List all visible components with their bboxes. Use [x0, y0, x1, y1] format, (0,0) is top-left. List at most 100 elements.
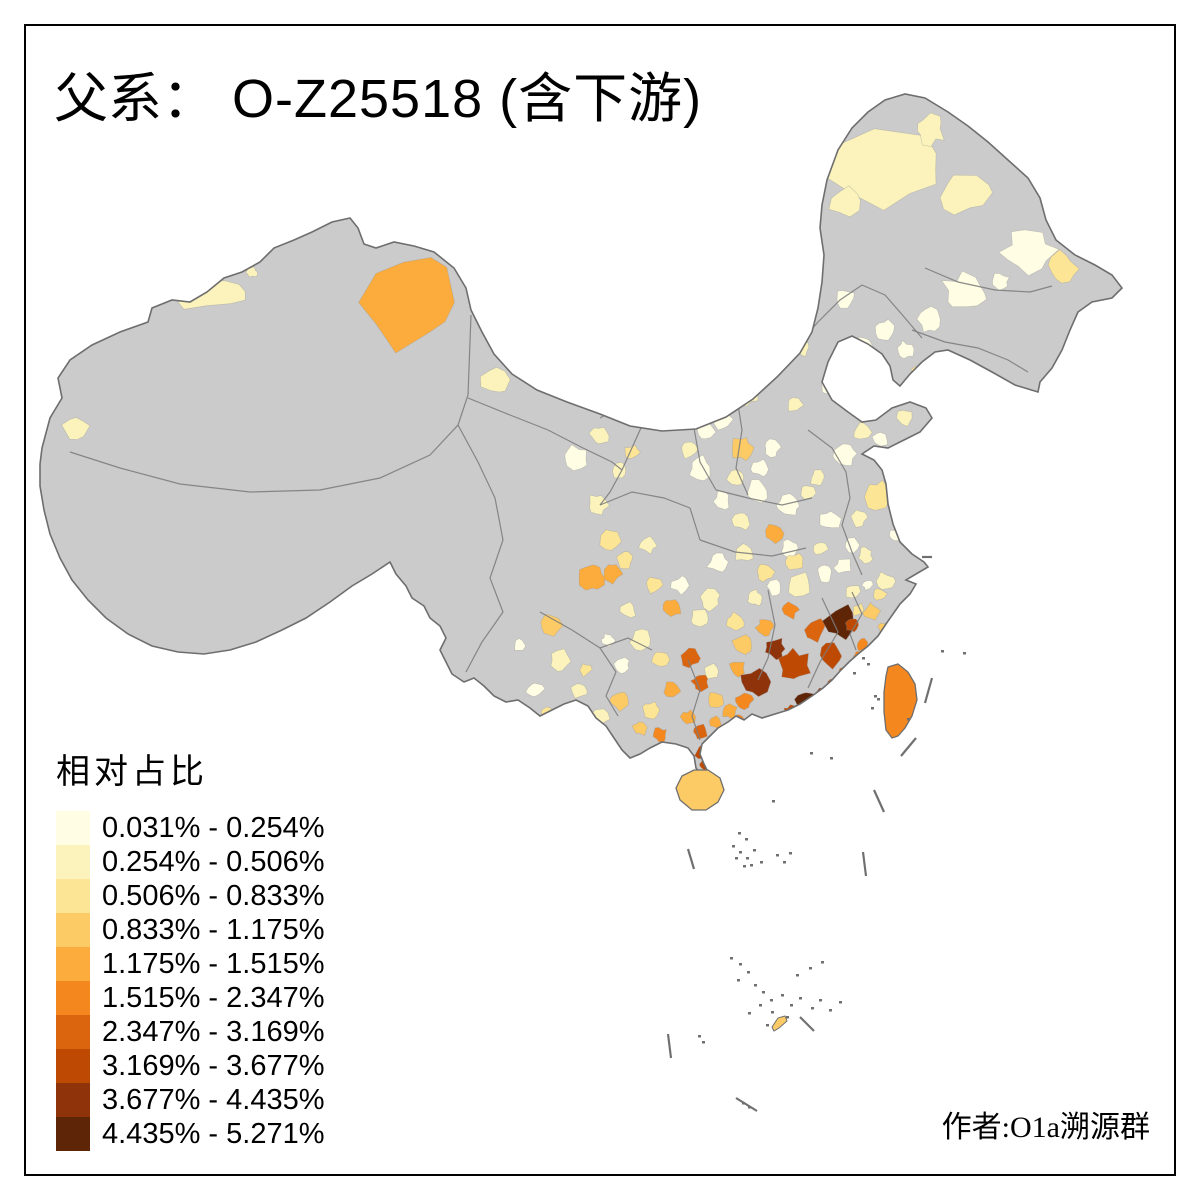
prefecture-patch: [844, 537, 860, 554]
prefecture-patch: [642, 701, 661, 720]
island-speck: [829, 1009, 832, 1012]
title-main: O-Z25518 (含下游): [216, 69, 703, 129]
prefecture-patch: [725, 611, 745, 631]
island-speck: [748, 1106, 751, 1109]
legend-item: 0.506% - 0.833%: [56, 879, 324, 913]
prefecture-patch: [775, 493, 800, 516]
island-speck: [743, 865, 746, 868]
province-border: [599, 647, 619, 717]
prefecture-patch: [781, 601, 801, 620]
island-speck: [762, 991, 765, 994]
province-border: [699, 539, 807, 557]
prefecture-patch: [785, 553, 804, 571]
national-boundary: [39, 93, 1124, 778]
island-speck: [732, 845, 735, 848]
legend-label: 3.169% - 3.677%: [102, 1049, 325, 1082]
legend-swatch: [56, 913, 90, 947]
prefecture-patch: [735, 692, 755, 711]
island-speck: [907, 718, 910, 721]
prefecture-patch: [631, 721, 648, 736]
province-border: [457, 424, 504, 673]
legend: 相对占比 0.031% - 0.254% 0.254% - 0.506% 0.506…: [56, 744, 324, 1151]
province-border: [689, 507, 701, 541]
prefecture-patch: [917, 112, 945, 147]
prefecture-patch: [800, 485, 817, 500]
prefecture-patch: [992, 273, 1010, 292]
legend-item: 3.169% - 3.677%: [56, 1049, 324, 1083]
page-title: 父系： O-Z25518 (含下游): [54, 54, 702, 133]
province-border: [735, 391, 749, 496]
prefecture-patch: [754, 619, 775, 637]
legend-swatch: [56, 947, 90, 981]
island-speck: [790, 1004, 793, 1007]
prefecture-patches-layer: [61, 112, 1080, 772]
prefecture-patch: [646, 576, 664, 595]
island-speck: [770, 999, 773, 1002]
prefecture-patch: [514, 638, 526, 651]
island-speck: [754, 984, 757, 987]
prefecture-patch: [708, 692, 725, 708]
legend-swatch: [56, 1083, 90, 1117]
island-speck: [853, 672, 856, 675]
legend-item: 0.031% - 0.254%: [56, 811, 324, 845]
island-speck: [786, 1016, 789, 1019]
island-speck: [821, 961, 824, 964]
legend-label: 3.677% - 4.435%: [102, 1083, 325, 1116]
legend-item: 3.677% - 4.435%: [56, 1083, 324, 1117]
prefecture-patch: [822, 603, 854, 641]
province-border: [924, 267, 1053, 293]
prefecture-patch: [638, 535, 658, 555]
island-speck: [783, 861, 786, 864]
legend-swatch: [56, 811, 90, 845]
prefecture-patch: [690, 674, 709, 693]
province-border: [807, 429, 863, 576]
island-speck: [874, 695, 877, 698]
prefecture-patch: [765, 523, 785, 545]
island-speck: [799, 997, 802, 1000]
prefecture-patch: [787, 397, 805, 412]
island-speck: [839, 1001, 842, 1004]
island-speck: [739, 963, 742, 966]
province-border: [69, 314, 472, 493]
prefecture-patch: [862, 602, 882, 621]
prefecture-patch: [766, 578, 781, 597]
prefecture-patch: [245, 266, 258, 278]
island-speck: [739, 851, 742, 854]
prefecture-patch: [740, 667, 772, 697]
prefecture-patch: [845, 585, 862, 599]
island-speck: [877, 698, 880, 701]
island-speck: [796, 974, 799, 977]
prefecture-patch: [629, 628, 651, 652]
prefecture-patch: [358, 257, 455, 354]
legend-item: 0.254% - 0.506%: [56, 845, 324, 879]
island-speck: [748, 1012, 751, 1015]
island-speck: [746, 857, 749, 860]
prefecture-patch: [579, 663, 593, 678]
prefecture-patch: [857, 546, 874, 565]
prefecture-patch: [735, 543, 754, 561]
prefecture-patch: [609, 691, 629, 712]
island-speck: [789, 852, 792, 855]
prefecture-patch: [861, 580, 874, 592]
island-speck: [747, 971, 750, 974]
prefecture-patch: [940, 270, 987, 308]
prefecture-patch: [832, 558, 852, 574]
prefecture-patch: [681, 441, 699, 460]
prefecture-patch: [812, 542, 829, 555]
prefecture-patch: [871, 431, 888, 447]
legend-label: 2.347% - 3.169%: [102, 1015, 325, 1048]
prefecture-patch: [874, 318, 895, 341]
island-speck: [811, 1007, 814, 1010]
legend-swatch: [56, 981, 90, 1015]
island-speck: [698, 1035, 701, 1038]
legend-swatch: [56, 1117, 90, 1151]
prefecture-patch: [788, 571, 811, 598]
prefecture-patch: [916, 305, 941, 333]
prefecture-patch: [550, 648, 572, 672]
legend-item: 2.347% - 3.169%: [56, 1015, 324, 1049]
prefecture-patch: [998, 229, 1060, 277]
prefecture-patch: [578, 564, 605, 591]
prefecture-patch: [570, 683, 588, 699]
prefecture-patch: [756, 563, 776, 583]
